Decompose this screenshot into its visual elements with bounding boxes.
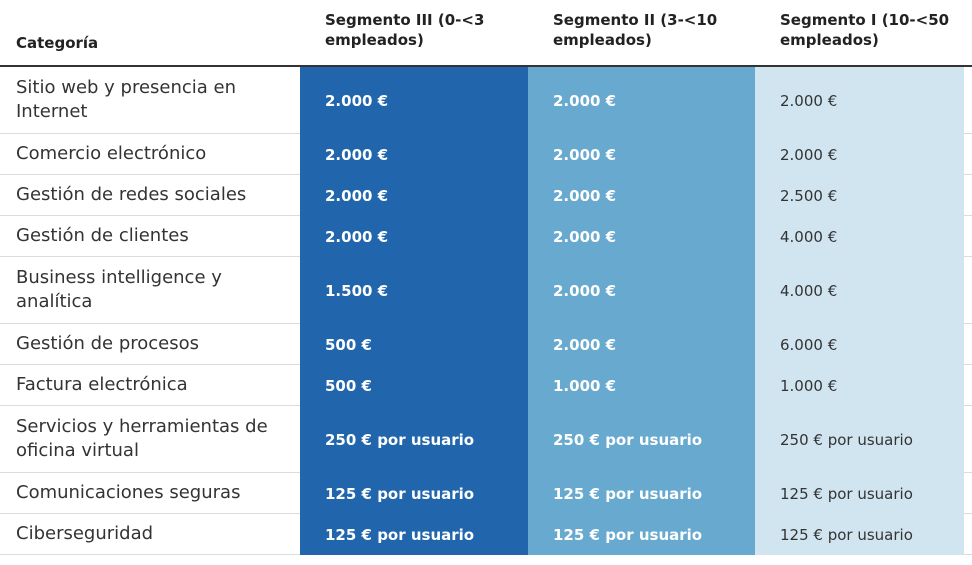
segment-i-value: 125 € por usuario [755, 514, 964, 555]
table-header-row: Categoría Segmento III (0-<3 empleados) … [0, 0, 972, 67]
category-cell: Factura electrónica [16, 374, 188, 395]
segment-i-value: 2.000 € [755, 67, 964, 134]
segment-i-value: 250 € por usuario [755, 406, 964, 473]
segment-ii-value: 2.000 € [528, 67, 755, 134]
column-header-segment-ii: Segmento II (3-<10 empleados) [553, 11, 718, 49]
category-cell: Gestión de procesos [16, 333, 200, 354]
column-header-category: Categoría [16, 34, 99, 52]
segment-iii-value: 500 € [300, 365, 528, 406]
segment-iii-value: 2.000 € [300, 67, 528, 134]
category-cell: Sitio web y presencia en Internet [16, 77, 237, 122]
segment-i-value: 6.000 € [755, 324, 964, 365]
category-cell: Gestión de clientes [16, 225, 189, 246]
segment-iii-value: 125 € por usuario [300, 514, 528, 555]
table-row: Business intelligence y analítica 1.500 … [0, 257, 972, 324]
segment-iii-value: 2.000 € [300, 134, 528, 175]
segment-ii-value: 2.000 € [528, 175, 755, 216]
column-header-segment-i: Segmento I (10-<50 empleados) [780, 11, 950, 49]
category-cell: Servicios y herramientas de oficina virt… [16, 416, 268, 461]
category-cell: Gestión de redes sociales [16, 184, 247, 205]
segment-ii-value: 2.000 € [528, 324, 755, 365]
table-row: Gestión de clientes 2.000 € 2.000 € 4.00… [0, 216, 972, 257]
table-row: Comercio electrónico 2.000 € 2.000 € 2.0… [0, 134, 972, 175]
table-row: Servicios y herramientas de oficina virt… [0, 406, 972, 473]
segment-ii-value: 1.000 € [528, 365, 755, 406]
category-cell: Comunicaciones seguras [16, 482, 241, 503]
segment-ii-value: 2.000 € [528, 257, 755, 324]
segment-i-value: 2.500 € [755, 175, 964, 216]
category-cell: Comercio electrónico [16, 143, 207, 164]
segment-ii-value: 2.000 € [528, 134, 755, 175]
table-row: Factura electrónica 500 € 1.000 € 1.000 … [0, 365, 972, 406]
table-row: Gestión de redes sociales 2.000 € 2.000 … [0, 175, 972, 216]
segment-ii-value: 250 € por usuario [528, 406, 755, 473]
table-row: Sitio web y presencia en Internet 2.000 … [0, 67, 972, 134]
table-row: Comunicaciones seguras 125 € por usuario… [0, 473, 972, 514]
segment-i-value: 4.000 € [755, 216, 964, 257]
column-header-segment-iii: Segmento III (0-<3 empleados) [325, 11, 485, 49]
segment-ii-value: 125 € por usuario [528, 514, 755, 555]
category-cell: Business intelligence y analítica [16, 267, 222, 312]
segment-iii-value: 250 € por usuario [300, 406, 528, 473]
category-cell: Ciberseguridad [16, 523, 154, 544]
segment-iii-value: 2.000 € [300, 175, 528, 216]
segment-iii-value: 125 € por usuario [300, 473, 528, 514]
segment-ii-value: 2.000 € [528, 216, 755, 257]
table-row: Gestión de procesos 500 € 2.000 € 6.000 … [0, 324, 972, 365]
segment-iii-value: 1.500 € [300, 257, 528, 324]
segment-i-value: 125 € por usuario [755, 473, 964, 514]
segment-i-value: 4.000 € [755, 257, 964, 324]
segment-i-value: 1.000 € [755, 365, 964, 406]
segment-i-value: 2.000 € [755, 134, 964, 175]
table-row: Ciberseguridad 125 € por usuario 125 € p… [0, 514, 972, 555]
segment-iii-value: 2.000 € [300, 216, 528, 257]
segment-iii-value: 500 € [300, 324, 528, 365]
segment-ii-value: 125 € por usuario [528, 473, 755, 514]
